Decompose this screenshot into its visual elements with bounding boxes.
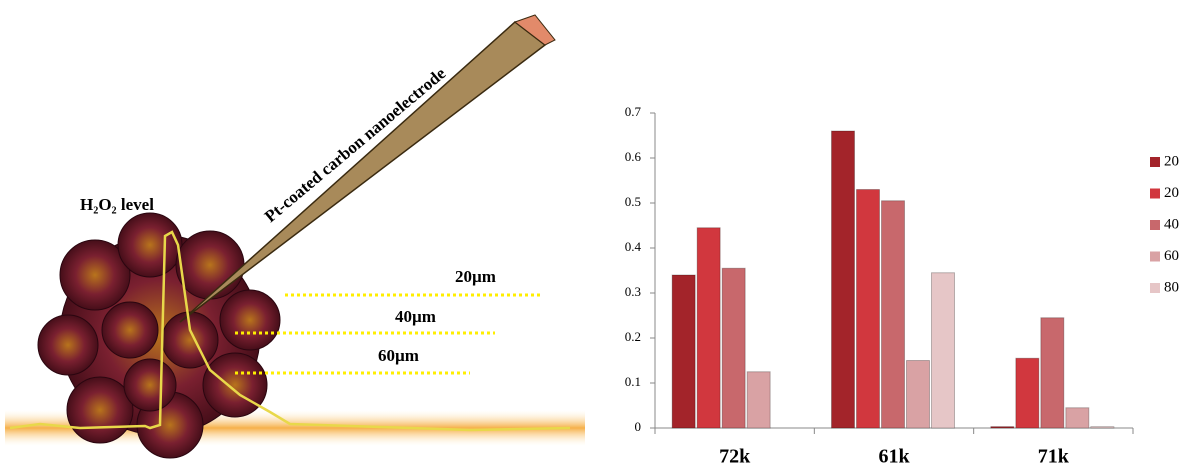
bar bbox=[671, 274, 696, 429]
illustration: 20µm 40µm 60µm H₂O₂ level Pt-coated carb… bbox=[5, 14, 585, 459]
legend-label: 80 µm bbox=[1164, 279, 1179, 295]
bar bbox=[990, 426, 1015, 429]
y-tick-label: 0.4 bbox=[625, 239, 642, 254]
depth-label: 20µm bbox=[455, 267, 496, 286]
legend-swatch bbox=[1150, 220, 1160, 230]
y-tick-label: 0.5 bbox=[625, 194, 641, 209]
bar bbox=[856, 189, 880, 429]
x-tick-label: 61k bbox=[878, 446, 910, 468]
y-tick-label: 0.6 bbox=[625, 149, 642, 164]
bar bbox=[696, 227, 721, 429]
legend-label: 60 µm bbox=[1164, 248, 1179, 264]
y-tick-label: 0.1 bbox=[625, 374, 641, 389]
legend-swatch bbox=[1150, 157, 1160, 167]
depth-label: 60µm bbox=[378, 346, 419, 365]
legend-label: 20 µm bbox=[1164, 185, 1179, 201]
y-tick-label: 0.7 bbox=[625, 104, 642, 119]
bar bbox=[1015, 357, 1040, 429]
bar bbox=[881, 200, 905, 429]
bar bbox=[746, 371, 771, 429]
x-tick-label: 71k bbox=[1038, 446, 1070, 468]
level-label: H₂O₂ level bbox=[80, 195, 154, 214]
bar bbox=[721, 267, 746, 429]
legend-label: 20 µm bbox=[1164, 153, 1179, 169]
bar bbox=[831, 130, 855, 429]
legend-swatch bbox=[1150, 251, 1160, 262]
bar bbox=[1040, 317, 1065, 429]
bar bbox=[1065, 407, 1090, 429]
electrode-tip bbox=[513, 14, 556, 46]
y-tick-label: 0.3 bbox=[625, 284, 641, 299]
bar bbox=[931, 272, 955, 429]
chart: 0 0.1 0.2 0.3 0.4 0.5 0.6 0.7 72k 61k 71k 20 µm 20 µ… bbox=[625, 104, 1179, 468]
probe-label: Pt-coated carbon nanoelectrode bbox=[261, 63, 450, 226]
legend-swatch bbox=[1150, 283, 1160, 293]
bar bbox=[1090, 426, 1115, 429]
x-tick-label: 72k bbox=[719, 446, 751, 468]
legend-swatch bbox=[1150, 188, 1160, 199]
y-tick-label: 0 bbox=[635, 419, 642, 434]
legend-label: 40 µm bbox=[1164, 216, 1179, 232]
depth-label: 40µm bbox=[395, 307, 436, 326]
bar bbox=[906, 360, 930, 429]
y-tick-label: 0.2 bbox=[625, 329, 641, 344]
current-trace bbox=[9, 230, 571, 432]
